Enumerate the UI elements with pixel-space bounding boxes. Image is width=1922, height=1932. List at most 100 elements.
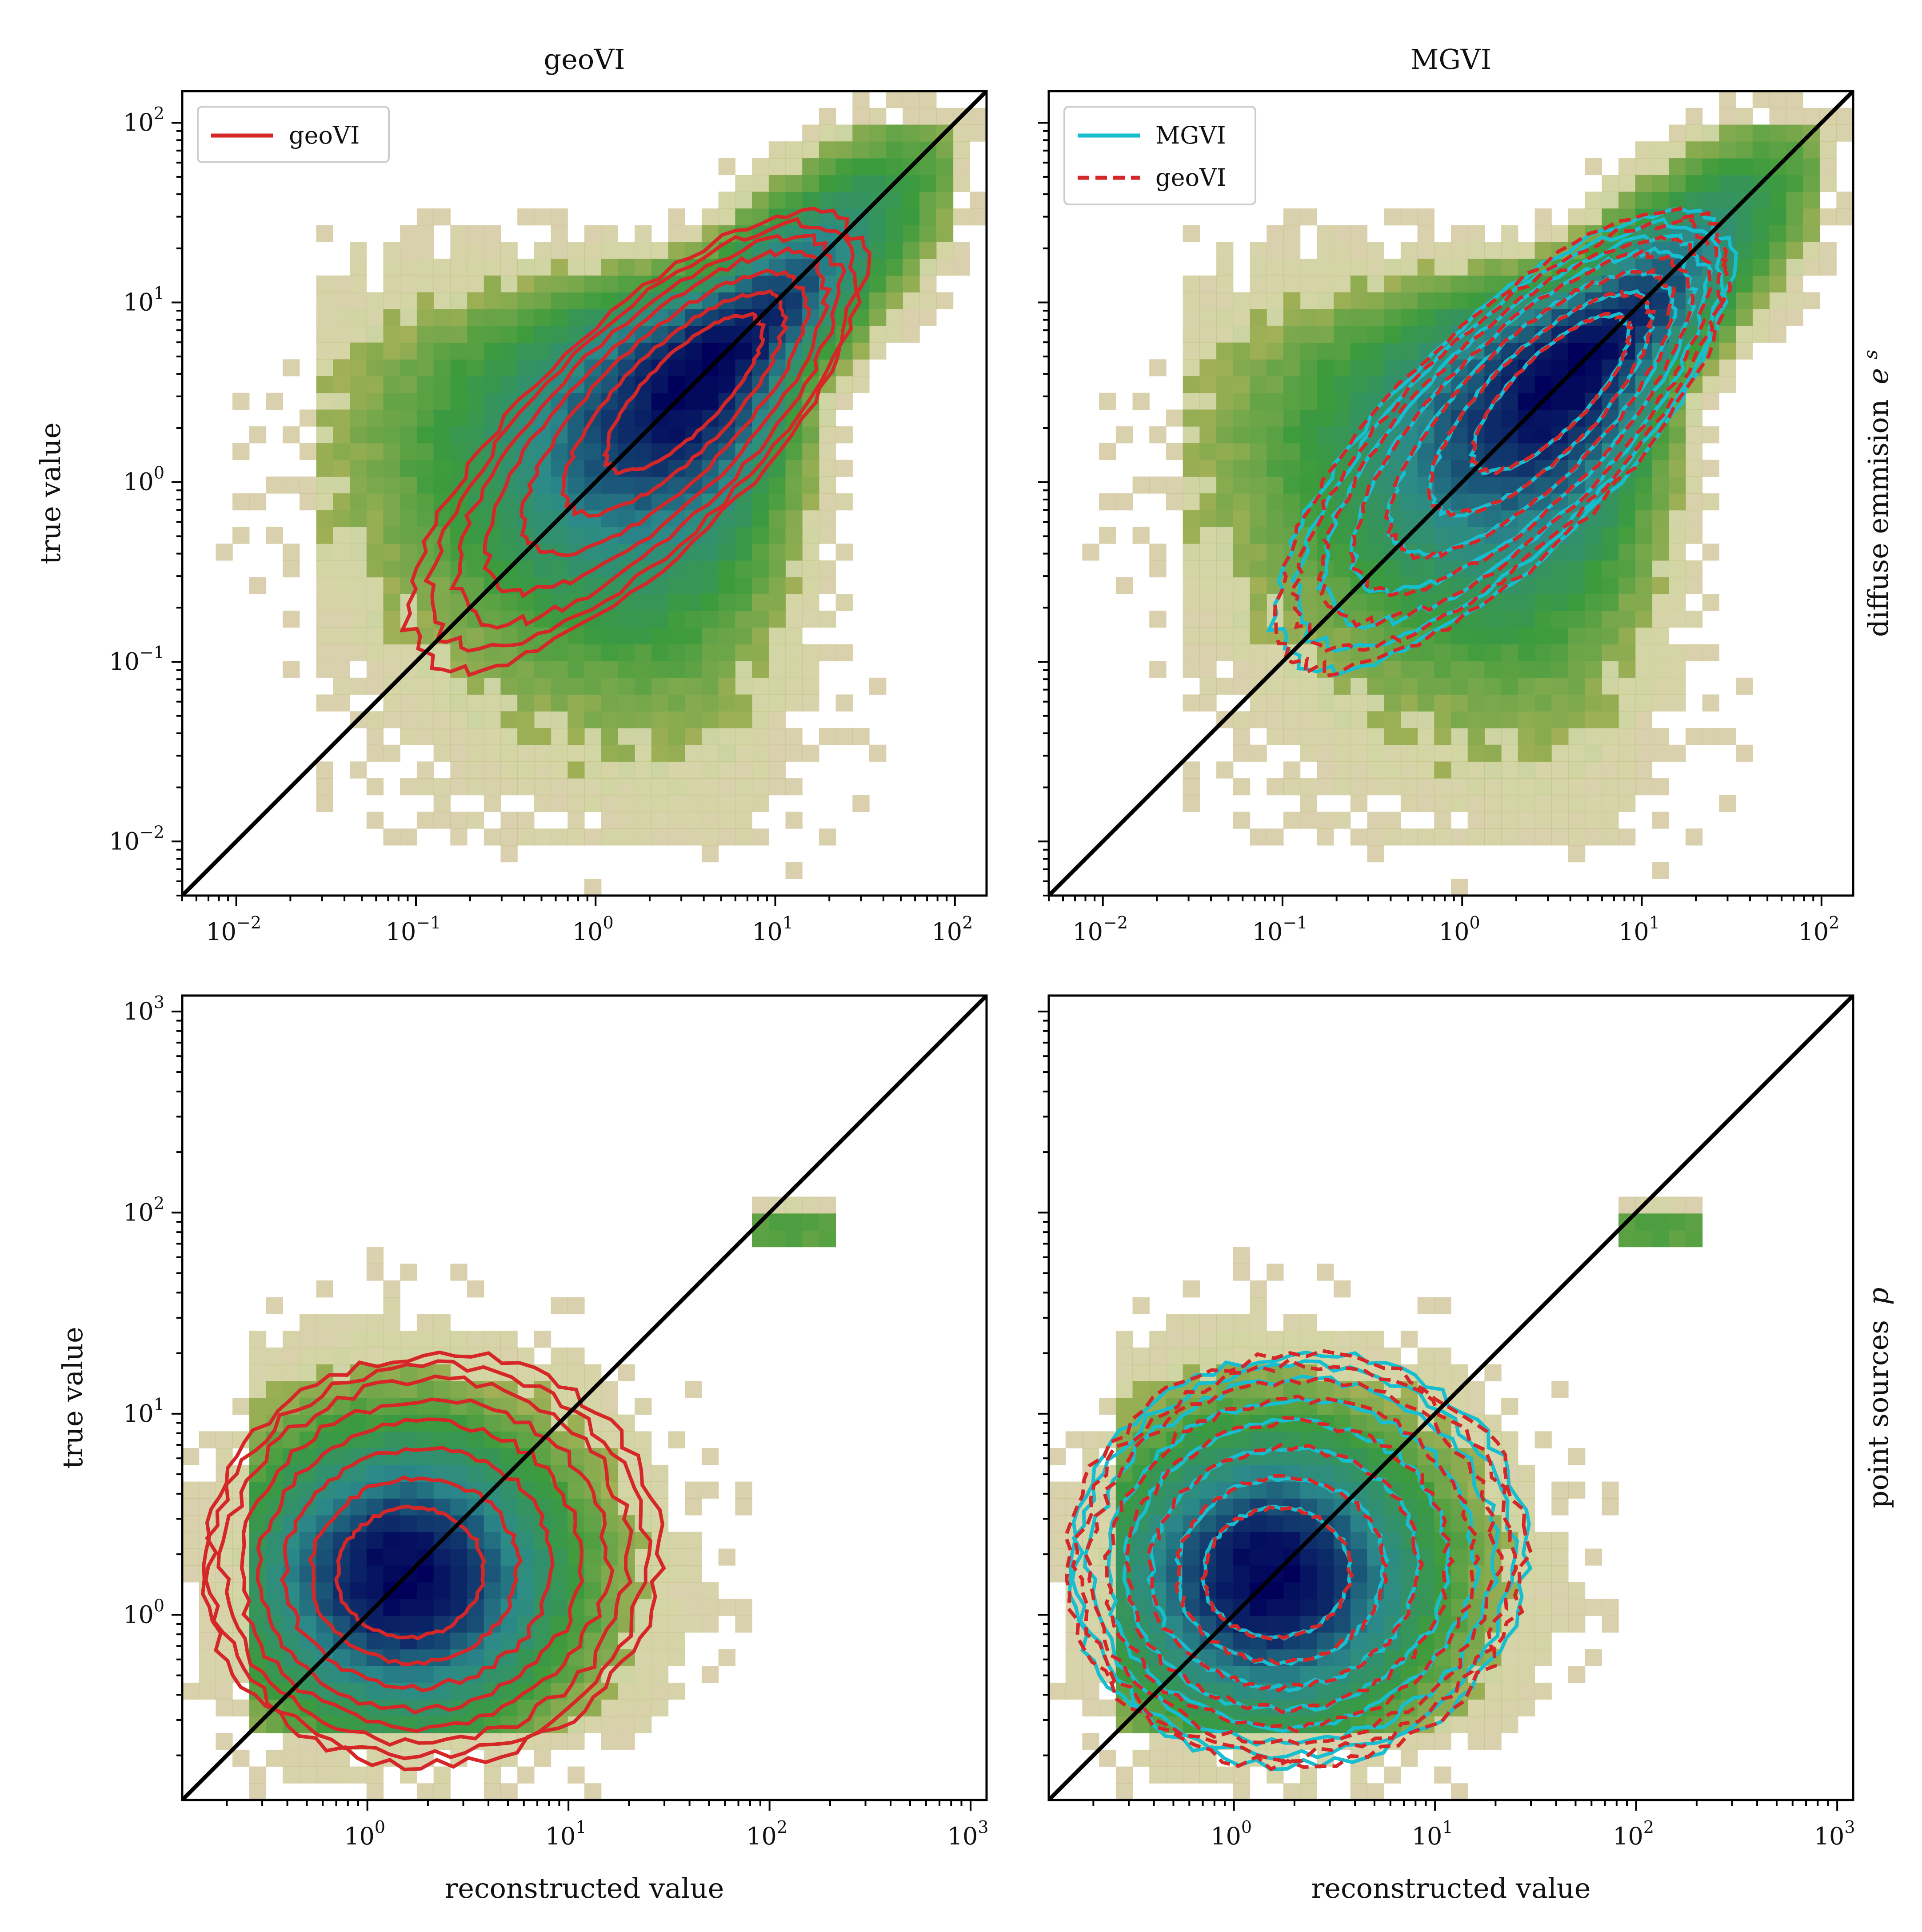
heatmap-cell [1216,594,1234,611]
heatmap-cell [1518,1649,1535,1666]
heatmap-cell [1233,1431,1251,1448]
heatmap-cell [584,761,602,779]
heatmap-cell [819,610,836,628]
heatmap-cell [1467,744,1485,762]
heatmap-cell [1534,744,1552,762]
x-tick-label: 10−2 [1072,913,1128,946]
heatmap-cell [433,1331,451,1348]
heatmap-cell [366,1632,384,1650]
heatmap-cell [1384,828,1401,846]
heatmap-cell [1467,778,1485,796]
heatmap-cell [1451,242,1468,259]
heatmap-cell [1216,627,1234,644]
heatmap-cell [316,527,333,544]
heatmap-cell [819,828,836,846]
heatmap-cell [1049,1532,1066,1549]
heatmap-cell [1149,544,1167,561]
heatmap-cell [1300,812,1317,829]
heatmap-cell [1467,761,1485,779]
heatmap-cell [1417,795,1435,812]
heatmap-cell [1367,744,1384,762]
heatmap-cell [383,828,400,846]
heatmap-cell [1534,1582,1552,1600]
heatmap-cell [768,711,786,728]
heatmap-cell [635,744,652,762]
heatmap-cell [1652,677,1669,695]
heatmap-cell [1334,778,1351,796]
heatmap-cell [819,409,836,427]
heatmap-cell [1199,644,1217,661]
heatmap-cell [1350,359,1368,376]
heatmap-cell [1400,309,1418,326]
heatmap-cell [350,460,367,477]
heatmap-cell [1786,292,1803,309]
heatmap-cell [1183,292,1200,309]
heatmap-cell [467,225,484,242]
heatmap-cell [1602,208,1619,226]
heatmap-cell [400,1666,417,1683]
heatmap-cell [1267,376,1284,393]
heatmap-cell [869,259,887,276]
heatmap-cell [1334,376,1351,393]
heatmap-cell [1300,594,1317,611]
heatmap-cell [416,409,434,427]
heatmap-cell [1602,728,1619,745]
heatmap-cell [768,158,786,176]
identity-line [182,91,987,896]
heatmap-cell [819,510,836,528]
heatmap-cell [802,192,819,209]
heatmap-cell [433,309,451,326]
heatmap-cell [1216,426,1234,444]
heatmap-cell [1300,744,1317,762]
heatmap-cell [1534,728,1552,745]
heatmap-cell [1484,242,1502,259]
heatmap-cell [316,359,333,376]
heatmap-cell [1568,845,1586,863]
contour-geovi [308,1475,523,1666]
heatmap-cell [500,627,518,644]
heatmap-cell [601,677,619,695]
heatmap-cell [483,242,501,259]
heatmap-cell [651,761,669,779]
heatmap-cell [1836,108,1853,125]
heatmap-cell [1702,158,1719,176]
heatmap-cell [366,644,384,661]
heatmap-cell [936,141,954,159]
heatmap-cell [1551,1498,1569,1516]
heatmap-cell [467,677,484,695]
heatmap-cell [1183,1582,1200,1600]
heatmap-cell [685,392,702,410]
heatmap-cell [1534,376,1552,393]
heatmap-cell [400,376,417,393]
heatmap-cell [601,1398,619,1415]
heatmap-cell [534,292,551,309]
heatmap-cell [1317,443,1334,460]
heatmap-cell [416,208,434,226]
heatmap-cell [1618,594,1636,611]
heatmap-cell [1585,627,1602,644]
heatmap-cell [551,711,568,728]
heatmap-cell [819,175,836,192]
heatmap-cell [467,1616,484,1633]
heatmap-cell [1384,560,1401,578]
heatmap-cell [718,376,735,393]
heatmap-cell [467,325,484,343]
heatmap-cell [1199,426,1217,444]
heatmap-cell [1367,677,1384,695]
heatmap-cell [1769,91,1786,108]
heatmap-cell [1417,309,1435,326]
heatmap-cell [1115,493,1133,511]
heatmap-cell [768,476,786,494]
heatmap-cell [1618,627,1636,644]
heatmap-cell [752,577,769,594]
heatmap-cell [1518,761,1535,779]
heatmap-cell [869,242,887,259]
heatmap-cell [1384,342,1401,360]
heatmap-cell [651,1649,669,1666]
heatmap-cell [433,594,451,611]
heatmap-cell [618,1683,635,1700]
heatmap-cell [618,259,635,276]
contour-geovi [256,1417,584,1715]
heatmap-cell [1719,158,1736,176]
